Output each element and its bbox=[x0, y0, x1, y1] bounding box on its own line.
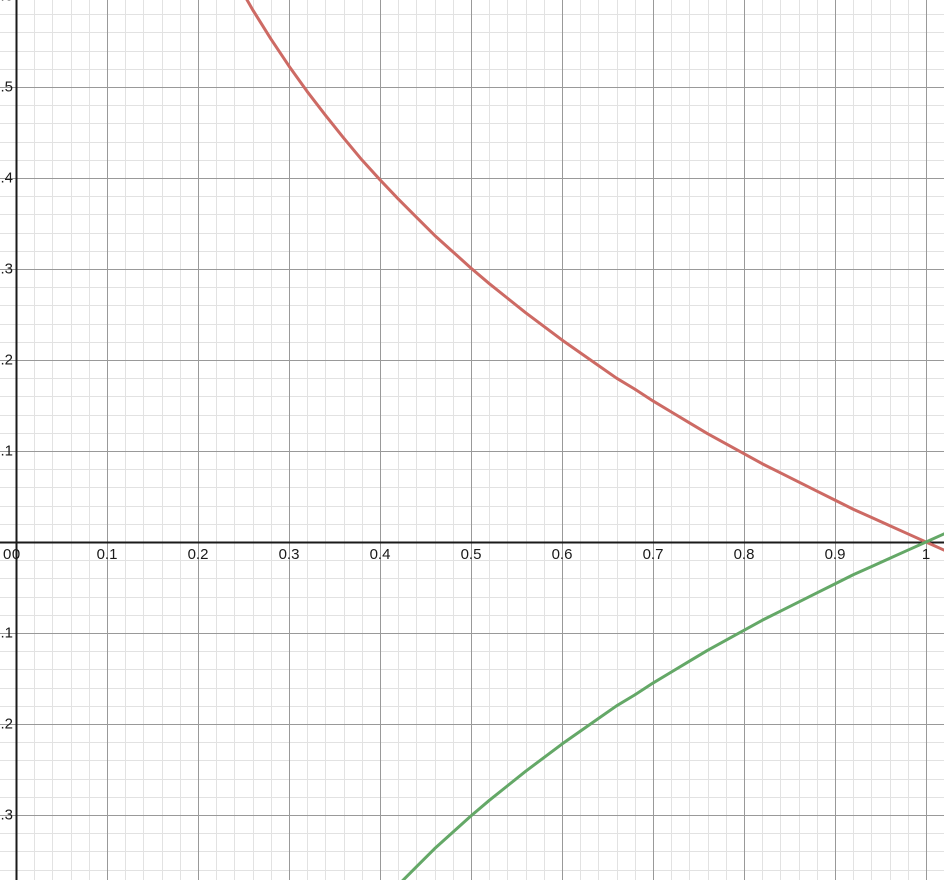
x-tick-label: 1 bbox=[921, 546, 931, 563]
data-curves bbox=[245, 0, 944, 880]
x-tick-label: 0.5 bbox=[460, 546, 482, 563]
y-tick-label: 0.5 bbox=[0, 78, 13, 96]
y-tick-label: 0.3 bbox=[0, 260, 13, 278]
x-tick-label: 0.4 bbox=[369, 546, 391, 563]
x-tick-label: 0.9 bbox=[824, 546, 846, 563]
y-tick-label: -0.3 bbox=[0, 806, 13, 824]
y-tick-label: 0.2 bbox=[0, 351, 13, 369]
x-tick-label: 0.2 bbox=[187, 546, 209, 563]
x-tick-label: 0.6 bbox=[551, 546, 573, 563]
x-tick-label: 0.1 bbox=[96, 546, 118, 563]
y-tick-label: -0.2 bbox=[0, 715, 13, 733]
y-tick-label: -0.1 bbox=[0, 624, 13, 642]
x-tick-label: 0 bbox=[11, 546, 21, 563]
curve-0 bbox=[245, 0, 944, 552]
x-tick-label: 0.8 bbox=[733, 546, 755, 563]
x-tick-label: 0.7 bbox=[642, 546, 664, 563]
y-tick-label: 0.6 bbox=[0, 0, 13, 4]
origin-label: 0 bbox=[3, 546, 12, 563]
y-tick-label: 0.4 bbox=[0, 169, 13, 187]
x-tick-label: 0.3 bbox=[278, 546, 300, 563]
curve-1 bbox=[401, 532, 944, 880]
y-tick-label: 0.1 bbox=[0, 442, 13, 460]
